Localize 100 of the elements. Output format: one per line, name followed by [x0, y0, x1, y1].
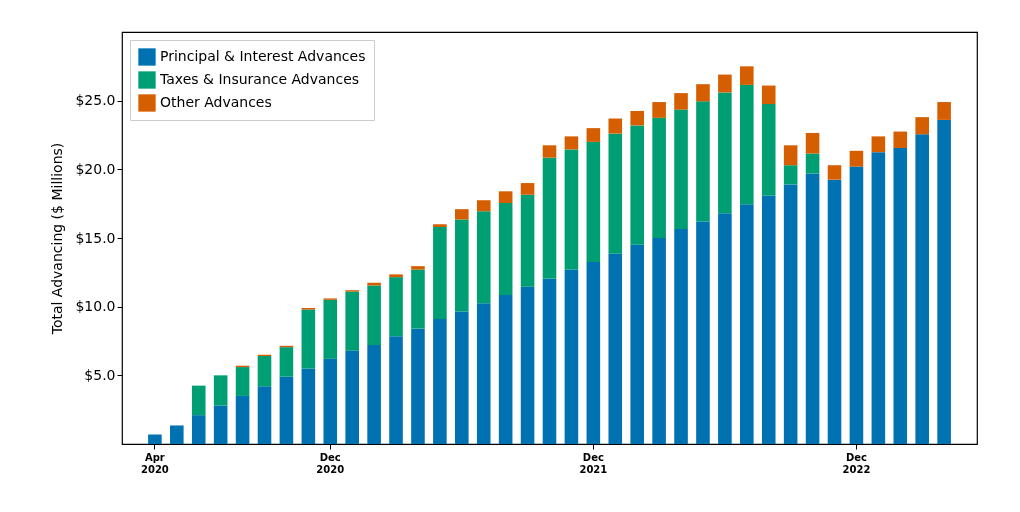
bar: [761, 195, 776, 444]
y-tick-label: $10.0: [75, 298, 116, 315]
bar: [345, 350, 359, 444]
bar: [893, 148, 908, 444]
bar: [542, 278, 557, 444]
bar: [389, 336, 403, 444]
bar: [148, 434, 162, 444]
y-axis-title: Total Advancing ($ Millions): [49, 142, 66, 336]
bar: [805, 173, 820, 444]
bar: [696, 221, 710, 444]
bar: [455, 219, 469, 312]
bar: [893, 131, 908, 149]
bar: [411, 328, 425, 444]
bar: [696, 84, 710, 102]
bar: [564, 269, 579, 444]
bar: [849, 150, 864, 167]
bar: [608, 118, 623, 134]
bar: [630, 125, 644, 245]
bar: [871, 152, 886, 444]
bar: [652, 102, 666, 118]
bar: [586, 141, 601, 263]
bar: [718, 92, 732, 214]
bar: [915, 117, 929, 135]
bar: [652, 117, 666, 238]
bar: [674, 93, 688, 110]
x-tick-label: Dec 2021: [579, 451, 608, 475]
bar: [498, 294, 513, 444]
bar: [411, 269, 425, 329]
bar: [476, 211, 491, 304]
bar: [608, 133, 623, 254]
bar: [740, 84, 754, 205]
bar: [433, 227, 447, 320]
bar: [608, 253, 623, 444]
bar: [630, 244, 644, 444]
bar: [542, 157, 557, 279]
bar: [827, 179, 842, 444]
bar: [761, 85, 776, 105]
y-tick-label: $25.0: [75, 92, 116, 109]
bar: [937, 102, 951, 120]
bar: [213, 405, 228, 444]
bar: [674, 229, 688, 444]
bar: [476, 200, 491, 212]
bar: [542, 145, 557, 158]
legend-label: Other Advances: [160, 94, 272, 110]
bar: [783, 184, 798, 444]
bar: [520, 194, 535, 287]
bar: [476, 303, 491, 444]
bar: [213, 375, 228, 406]
bar: [630, 110, 644, 126]
bar: [696, 101, 710, 222]
bar: [783, 165, 798, 185]
bar: [520, 286, 535, 444]
bar: [301, 368, 316, 444]
bar: [674, 109, 688, 230]
bar: [301, 309, 316, 369]
bar: [761, 104, 776, 196]
bar: [279, 347, 294, 377]
bar: [191, 385, 206, 416]
bar: [433, 319, 447, 444]
x-tick-label: Dec 2020: [316, 451, 345, 475]
bar: [367, 285, 381, 346]
legend-label: Principal & Interest Advances: [160, 48, 366, 64]
bar: [805, 153, 820, 174]
bar: [498, 202, 513, 295]
bar: [279, 376, 294, 444]
bar: [586, 128, 601, 142]
bar: [235, 367, 250, 396]
bar: [520, 183, 535, 195]
bar: [389, 274, 403, 278]
bar: [367, 345, 381, 444]
bar: [718, 74, 732, 93]
y-tick-label: $20.0: [75, 160, 116, 177]
bar: [564, 149, 579, 270]
bar: [871, 136, 886, 153]
legend-label: Taxes & Insurance Advances: [159, 71, 360, 87]
bar: [740, 66, 754, 85]
bar: [389, 277, 403, 337]
bar: [257, 386, 272, 444]
bar: [740, 204, 754, 444]
bar: [915, 134, 929, 444]
bar: [564, 136, 579, 150]
x-tick-label: Dec 2022: [842, 451, 871, 475]
bar: [937, 119, 951, 444]
bar: [455, 209, 469, 220]
bar: [257, 356, 272, 387]
bar: [652, 238, 666, 444]
bar: [191, 415, 206, 444]
bar: [345, 291, 359, 351]
x-tick-label: Apr 2020: [140, 451, 169, 475]
bar: [849, 166, 864, 444]
bar: [411, 266, 425, 270]
bar: [805, 132, 820, 154]
bar: [170, 425, 184, 444]
bar: [827, 165, 842, 180]
bar: [783, 145, 798, 166]
bar: [323, 299, 338, 359]
bar: [455, 311, 469, 444]
bar: [433, 224, 447, 228]
bar: [718, 213, 732, 444]
y-tick-label: $15.0: [75, 229, 116, 246]
